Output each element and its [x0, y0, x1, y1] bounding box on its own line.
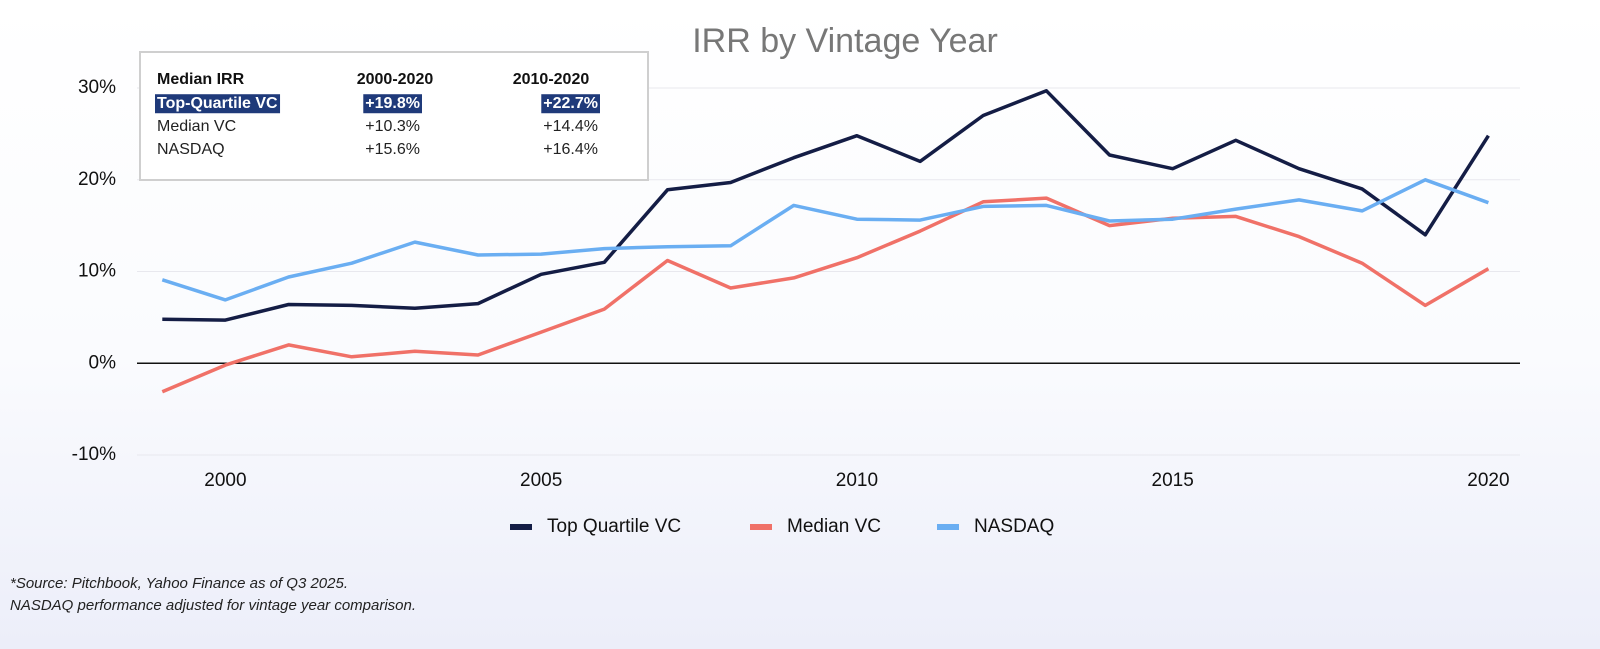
- x-tick-label: 2000: [204, 470, 246, 491]
- highlight: [155, 94, 281, 114]
- table-header: 2010-2020: [513, 71, 590, 88]
- series-line: [162, 89, 1490, 322]
- y-tick-label: 0%: [89, 352, 117, 373]
- highlight: [363, 94, 422, 114]
- series-line: [161, 178, 1489, 302]
- y-tick-label: 20%: [78, 169, 116, 190]
- table-cell: +10.3%: [365, 118, 420, 135]
- footnote: *Source: Pitchbook, Yahoo Finance as of …: [10, 575, 348, 592]
- table-cell: +22.7%: [543, 95, 598, 112]
- chart-title: IRR by Vintage Year: [692, 22, 998, 60]
- y-tick-label: -10%: [72, 444, 116, 465]
- table-cell: +15.6%: [365, 141, 420, 158]
- table-cell: NASDAQ: [157, 141, 225, 158]
- x-tick-label: 2010: [836, 470, 878, 491]
- legend-label: Median VC: [787, 516, 881, 537]
- highlight: [541, 94, 600, 114]
- series-line: [161, 196, 1490, 394]
- legend-label: NASDAQ: [974, 516, 1054, 537]
- table-cell: +19.8%: [365, 95, 420, 112]
- table-cell: Median VC: [157, 118, 236, 135]
- x-tick-label: 2020: [1467, 470, 1509, 491]
- footnote: NASDAQ performance adjusted for vintage …: [10, 597, 416, 614]
- y-tick-label: 30%: [78, 77, 116, 98]
- table-header: Median IRR: [157, 71, 245, 88]
- legend-label: Top Quartile VC: [547, 516, 681, 537]
- x-tick-label: 2015: [1152, 470, 1194, 491]
- x-tick-label: 2005: [520, 470, 562, 491]
- y-tick-label: 10%: [78, 261, 116, 282]
- table-cell: Top-Quartile VC: [157, 95, 278, 112]
- table-cell: +14.4%: [543, 118, 598, 135]
- table-header: 2000-2020: [357, 71, 434, 88]
- table-box: [139, 51, 649, 181]
- table-cell: +16.4%: [543, 141, 598, 158]
